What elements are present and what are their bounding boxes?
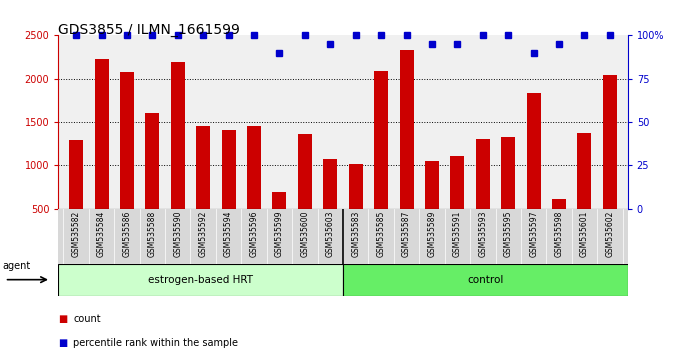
Text: GSM535594: GSM535594 (224, 211, 233, 257)
Bar (578, 133, 591, 252)
Text: GSM535598: GSM535598 (554, 211, 564, 257)
Text: GSM535602: GSM535602 (606, 211, 615, 257)
Bar (298, 134, 312, 252)
Bar (69, 140, 83, 252)
Bar (120, 72, 134, 252)
Text: GDS3855 / ILMN_1661599: GDS3855 / ILMN_1661599 (58, 23, 240, 37)
Text: GSM535590: GSM535590 (174, 211, 182, 257)
Text: GSM535601: GSM535601 (580, 211, 589, 257)
Bar (343, 264, 628, 296)
Text: GSM535585: GSM535585 (377, 211, 386, 257)
Bar (348, 164, 363, 252)
Text: GSM535600: GSM535600 (300, 211, 309, 257)
Text: GSM535595: GSM535595 (504, 211, 512, 257)
Text: GSM535582: GSM535582 (71, 211, 80, 257)
Bar (451, 156, 464, 252)
Bar (425, 161, 439, 252)
Bar (95, 59, 108, 252)
Bar (476, 139, 490, 252)
Text: GSM535597: GSM535597 (529, 211, 538, 257)
Text: GSM535596: GSM535596 (250, 211, 259, 257)
Bar (196, 126, 210, 252)
Bar (501, 137, 515, 252)
Bar (247, 126, 261, 252)
Text: GSM535589: GSM535589 (427, 211, 436, 257)
Bar (552, 199, 566, 252)
Text: percentile rank within the sample: percentile rank within the sample (73, 338, 239, 348)
Bar (323, 159, 338, 252)
Text: GSM535583: GSM535583 (351, 211, 360, 257)
Bar (145, 113, 159, 252)
Text: count: count (73, 314, 101, 324)
Bar (399, 50, 414, 252)
Bar (222, 130, 235, 252)
Bar (58, 264, 343, 296)
Text: GSM535586: GSM535586 (122, 211, 132, 257)
Text: GSM535587: GSM535587 (402, 211, 411, 257)
Bar (603, 75, 617, 252)
Text: agent: agent (3, 261, 31, 271)
Text: GSM535603: GSM535603 (326, 211, 335, 257)
Text: GSM535599: GSM535599 (275, 211, 284, 257)
Text: estrogen-based HRT: estrogen-based HRT (148, 275, 253, 285)
Text: ■: ■ (58, 338, 67, 348)
Bar (171, 62, 185, 252)
Text: GSM535588: GSM535588 (148, 211, 157, 257)
Text: GSM535591: GSM535591 (453, 211, 462, 257)
Bar (272, 192, 287, 252)
Bar (527, 93, 541, 252)
Text: GSM535593: GSM535593 (478, 211, 487, 257)
Bar (374, 71, 388, 252)
Text: GSM535584: GSM535584 (97, 211, 106, 257)
Text: ■: ■ (58, 314, 67, 324)
Text: control: control (467, 275, 504, 285)
Text: GSM535592: GSM535592 (199, 211, 208, 257)
